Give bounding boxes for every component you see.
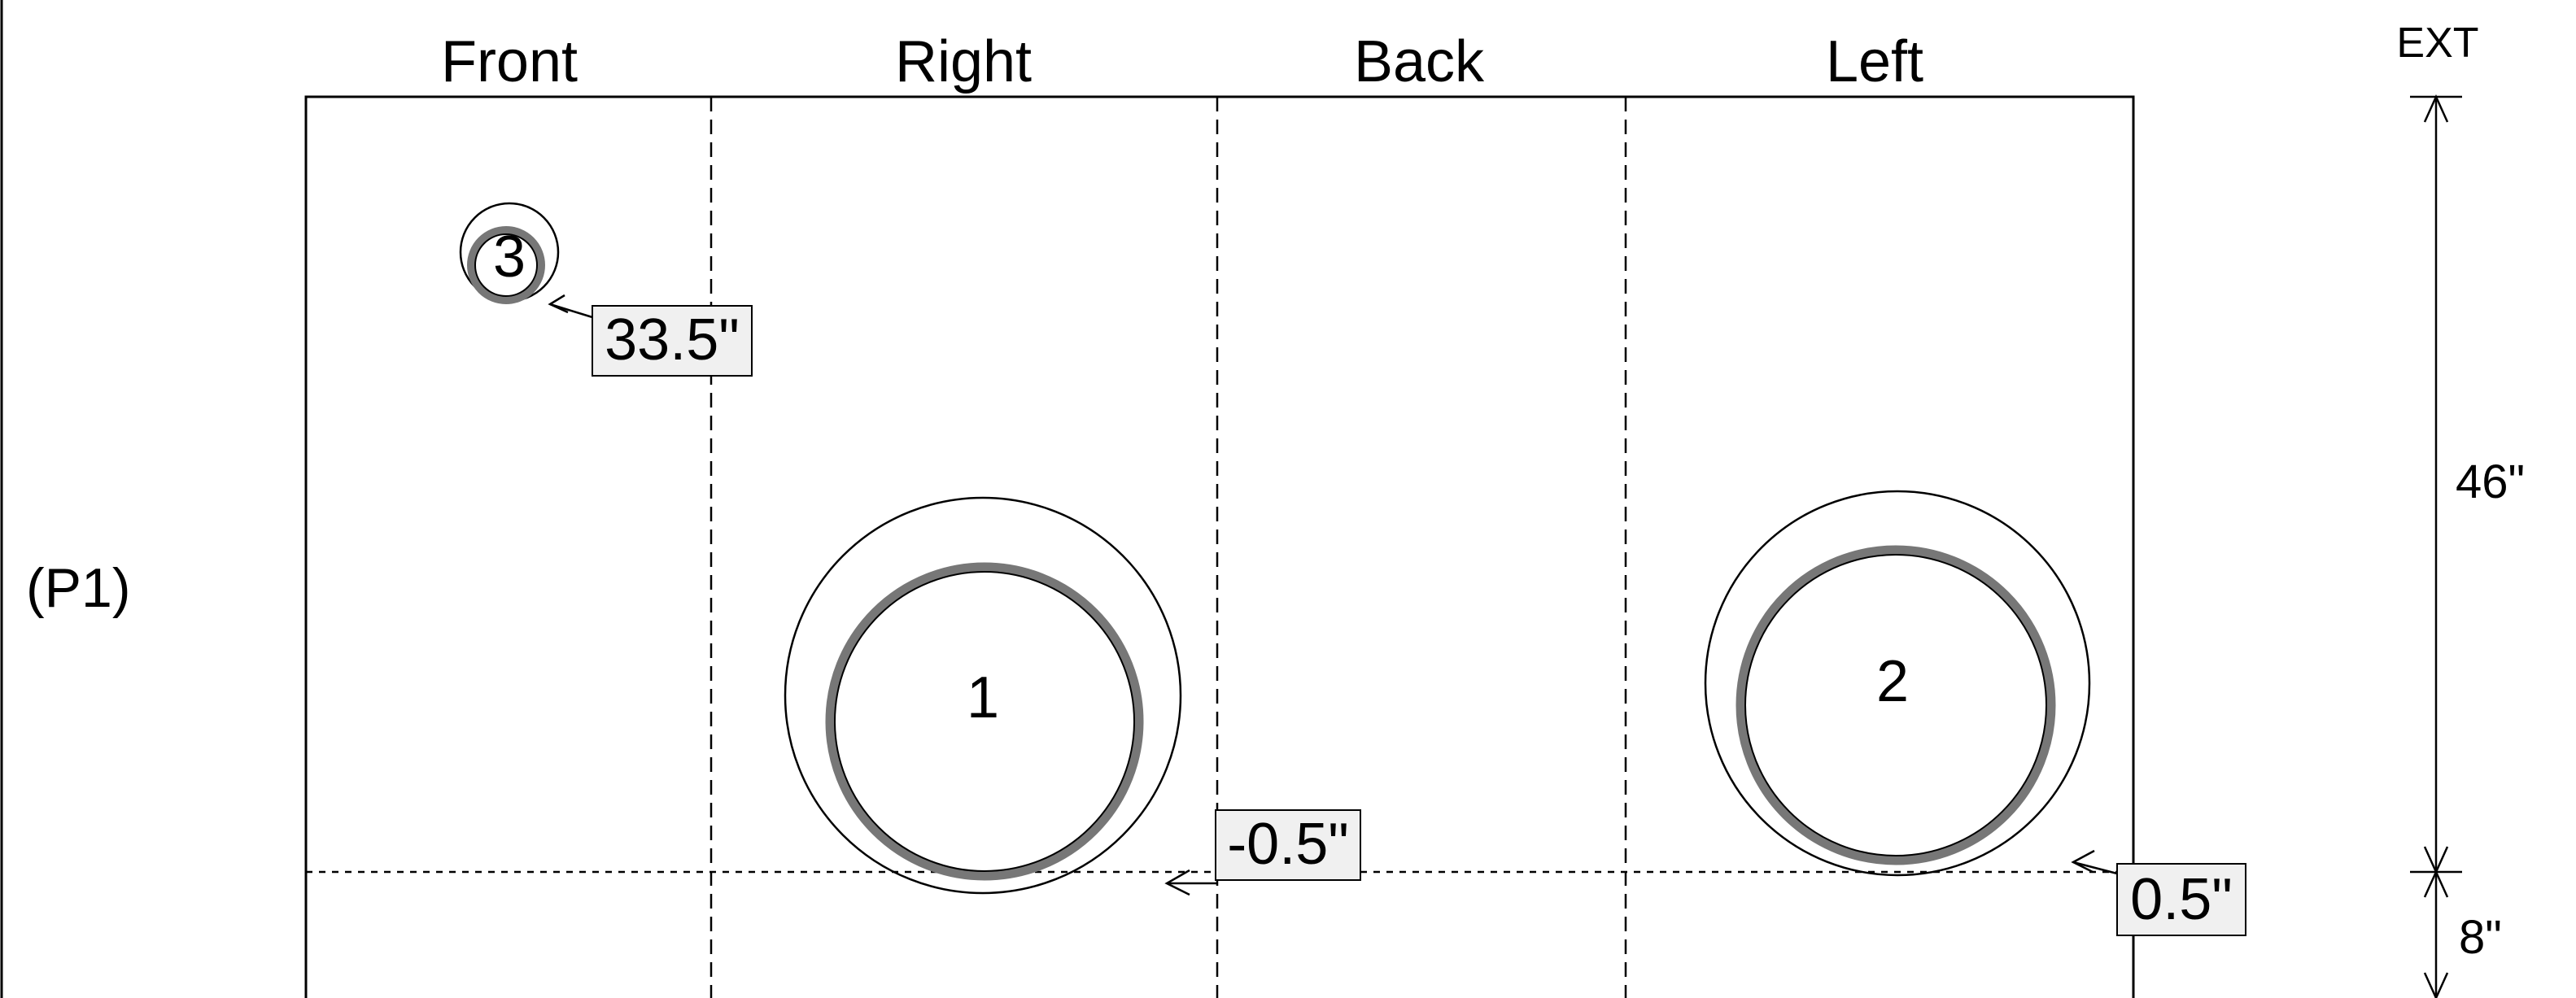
dimension-lower-label: 8": [2459, 911, 2502, 964]
hole-3-number: 3: [493, 224, 526, 290]
hole-2-offset-box: [2116, 863, 2246, 936]
hole-2-offset-callout: 0.5": [2071, 849, 2246, 936]
side-label-right: Right: [895, 29, 1032, 94]
hole-1-number: 1: [967, 665, 999, 730]
hole-2-clearance: [1704, 490, 2091, 877]
dimension-upper-label: 46": [2456, 455, 2525, 508]
hole-1-offset-label: -0.5": [1227, 812, 1349, 877]
hole-2-number: 2: [1876, 649, 1909, 714]
hole-1-pipe-inner: [834, 571, 1135, 872]
ext-label: EXT: [2396, 20, 2478, 67]
hole-3-offset-box: [592, 305, 753, 377]
hole-1-pipe: [825, 562, 1144, 881]
hole-3: 3: [459, 202, 560, 304]
hole-3-offset-label: 33.5": [605, 307, 740, 373]
hole-3-arrowhead: [548, 294, 569, 314]
hole-3-offset-callout: 33.5": [548, 294, 753, 377]
hole-2-arrowhead: [2071, 849, 2095, 874]
hole-2-pipe-inner: [1744, 554, 2047, 856]
hole-1: 1: [784, 496, 1182, 895]
hole-1-offset-box: [1215, 809, 1361, 881]
side-label-front: Front: [441, 29, 578, 94]
row-label: (P1): [26, 557, 130, 619]
hole-1-arrowhead: [1164, 869, 1190, 896]
hole-2-offset-label: 0.5": [2130, 867, 2233, 932]
vertical-dimension: [2410, 94, 2462, 998]
hole-1-clearance: [784, 496, 1182, 895]
dimension-bottom-arrow: [2423, 972, 2449, 998]
panel-outline: [304, 95, 2135, 998]
hole-2-leader: [2072, 861, 2118, 875]
hole-2-pipe: [1736, 545, 2056, 865]
side-label-back: Back: [1354, 29, 1485, 94]
hole-3-pipe-inner: [474, 233, 538, 297]
dimension-top-arrow: [2423, 94, 2449, 123]
dimension-mid-arrow-down: [2423, 869, 2449, 898]
side-label-left: Left: [1826, 29, 1923, 94]
hole-1-offset-callout: -0.5": [1164, 809, 1361, 896]
hole-3-pipe: [467, 226, 545, 304]
hole-2: 2: [1704, 490, 2091, 877]
